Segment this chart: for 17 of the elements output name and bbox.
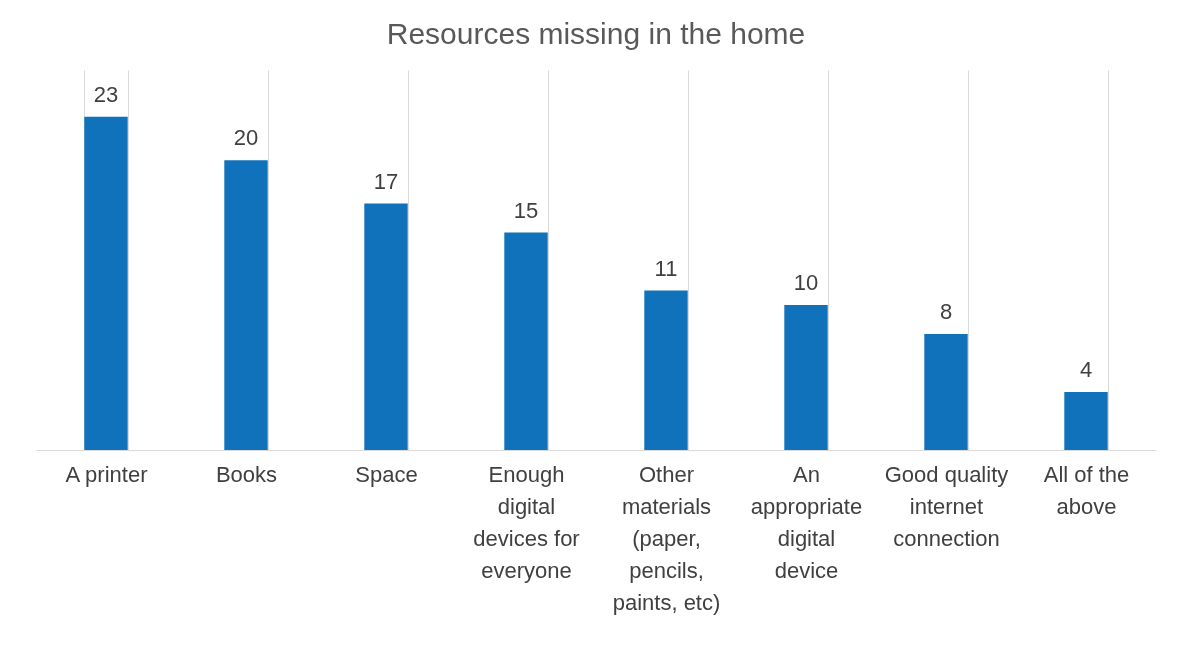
data-label: 23 — [93, 81, 119, 107]
data-label: 10 — [793, 270, 819, 296]
chart-title: Resources missing in the home — [386, 17, 806, 50]
x-tick-label: Books — [215, 461, 278, 487]
x-tick-label: Other materials (paper, pencils, paints, etc) — [612, 461, 721, 615]
x-tick-label: A printer — [65, 461, 148, 487]
data-label: 8 — [939, 299, 953, 325]
x-tick-label: Enough digital devices for everyone — [473, 461, 580, 583]
x-tick-label: All of the above — [1043, 461, 1130, 519]
data-label: 11 — [654, 255, 678, 281]
data-label: 4 — [1079, 357, 1093, 383]
x-tick-label: Good quality internet connection — [884, 461, 1009, 551]
data-label: 15 — [513, 197, 539, 223]
x-tick-label: Space — [355, 461, 418, 487]
data-label: 20 — [233, 125, 259, 151]
data-label: 17 — [373, 168, 399, 194]
x-tick-label: An appropriate digital device — [750, 461, 863, 583]
